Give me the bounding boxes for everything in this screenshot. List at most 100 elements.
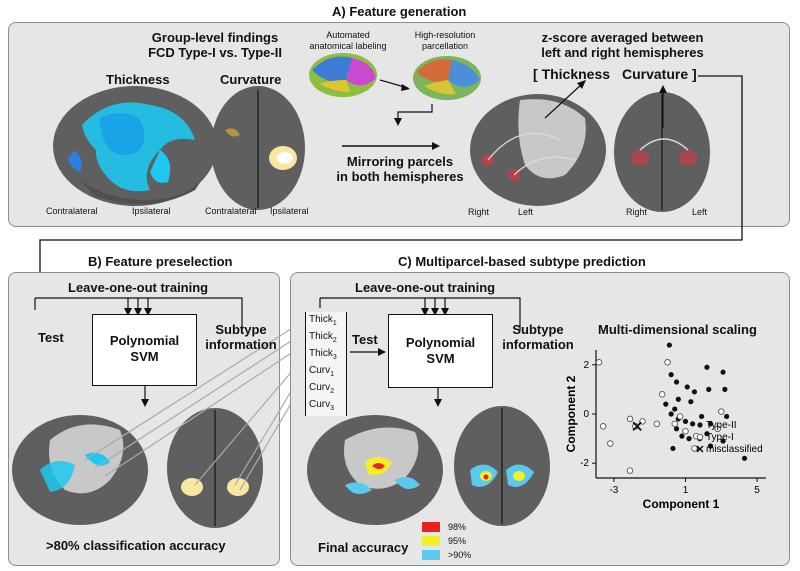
y-tick-label: -2 — [580, 458, 589, 469]
brain-final-lateral — [307, 415, 443, 525]
legend-entry: Type-I — [706, 432, 734, 443]
mirroring-label: Mirroring parcels in both hemispheres — [330, 154, 470, 184]
left-label-1: Left — [518, 207, 534, 217]
ipsilateral-label-2: Ipsilateral — [270, 206, 309, 216]
data-point-type-i — [607, 440, 614, 447]
feature-item: Thick3 — [309, 348, 337, 361]
legend-label-90: >90% — [448, 550, 472, 560]
final-accuracy-label: Final accuracy — [318, 540, 409, 555]
data-point-type-ii — [686, 436, 692, 442]
svm-c-line1: Polynomial — [405, 335, 476, 350]
bracket-thickness-label: [ Thickness — [533, 66, 611, 82]
y-axis-label: Component 2 — [564, 375, 578, 452]
right-label-1: Right — [468, 207, 490, 217]
test-label-c: Test — [352, 332, 378, 347]
data-point-type-ii — [704, 364, 710, 370]
feature-item: Curv3 — [309, 399, 335, 412]
data-point-type-ii — [706, 386, 712, 392]
svm-b-line1: Polynomial — [109, 333, 180, 348]
data-point-type-ii — [673, 426, 680, 432]
group-findings-line2: FCD Type-I vs. Type-II — [148, 45, 282, 60]
data-point-type-i — [664, 359, 671, 366]
legend-marker-type-ii — [697, 422, 703, 428]
svm-c-line2: SVM — [426, 351, 455, 366]
data-point-type-ii — [684, 384, 690, 390]
data-point-type-ii — [707, 443, 714, 449]
legend-entry: Type-II — [706, 420, 737, 431]
subtype-info-c: Subtype information — [500, 322, 576, 352]
y-tick-label: 0 — [583, 409, 589, 420]
data-point-type-i — [682, 427, 689, 435]
subtype-b-line2: information — [205, 337, 277, 352]
mirroring-line1: Mirroring parcels — [346, 154, 454, 169]
data-point-type-i — [658, 391, 666, 398]
x-tick-label: -3 — [609, 485, 618, 496]
auto-labeling-label: Automated anatomical labeling — [298, 30, 398, 52]
subtype-info-b: Subtype information — [203, 322, 279, 352]
auto-labeling-line1: Automated — [326, 30, 370, 40]
legend-marker-type-i — [696, 433, 704, 441]
legend-label-95: 95% — [448, 536, 467, 546]
data-point-type-ii — [691, 389, 698, 395]
subtype-b-line1: Subtype — [215, 322, 267, 337]
hires-line2: parcellation — [421, 41, 469, 51]
loo-training-label-c: Leave-one-out training — [355, 280, 496, 295]
data-point-type-ii — [741, 455, 748, 461]
classification-accuracy-label: >80% classification accuracy — [46, 538, 226, 553]
legend-entry: misclassified — [706, 444, 763, 455]
brain-hires-parcellation — [413, 56, 481, 100]
mirroring-line2: in both hemispheres — [336, 169, 464, 184]
data-point-type-ii — [707, 421, 714, 427]
brain-mirrored-lateral — [470, 94, 606, 206]
svm-b-line2: SVM — [130, 349, 159, 364]
data-point-type-ii — [673, 379, 680, 385]
right-label-2: Right — [626, 207, 648, 217]
section-b-title: B) Feature preselection — [88, 254, 233, 269]
brain-atlas-labeling — [309, 53, 377, 97]
svm-box-c: Polynomial SVM — [388, 314, 493, 388]
auto-labeling-line2: anatomical labeling — [309, 41, 387, 51]
data-point-type-ii — [675, 396, 681, 402]
data-point-type-ii — [720, 438, 726, 444]
legend-marker-misclassified — [696, 445, 704, 453]
data-point-type-i — [676, 413, 684, 420]
subtype-c-line1: Subtype — [512, 322, 564, 337]
test-label-b: Test — [38, 330, 64, 345]
zscore-line2: left and right hemispheres — [541, 45, 704, 60]
data-point-type-ii — [668, 372, 674, 378]
bracket-thickness-text: Thickness — [541, 66, 611, 82]
data-point-type-i — [671, 420, 678, 428]
data-point-type-ii — [682, 418, 689, 424]
subtype-c-line2: information — [502, 337, 574, 352]
brain-mirrored-posterior — [614, 92, 710, 212]
data-point-type-ii — [690, 421, 696, 427]
hires-line1: High-resolution — [414, 30, 476, 40]
data-point-type-i — [691, 445, 698, 452]
data-point-type-ii — [698, 413, 705, 420]
brain-curvature-posterior — [211, 86, 305, 210]
feature-item: Curv2 — [309, 382, 335, 395]
legend-swatch-95 — [422, 536, 440, 546]
legend-swatch-98 — [422, 522, 440, 532]
curvature-label: Curvature — [220, 72, 282, 87]
data-point-type-ii — [688, 399, 694, 405]
feature-item: Thick1 — [309, 314, 337, 327]
data-point-type-i — [714, 425, 721, 433]
data-point-type-i — [599, 423, 607, 430]
legend-label-98: 98% — [448, 522, 467, 532]
zscore-line1: z-score averaged between — [541, 30, 704, 45]
data-point-type-ii — [704, 431, 710, 437]
thickness-label: Thickness — [106, 72, 170, 87]
contralateral-label-1: Contralateral — [46, 206, 98, 216]
data-point-type-i — [626, 467, 634, 474]
ipsilateral-label-1: Ipsilateral — [132, 206, 171, 216]
data-point-type-ii — [672, 406, 678, 412]
loo-training-label-b: Leave-one-out training — [68, 280, 209, 295]
legend-swatch-90 — [422, 550, 440, 560]
x-tick-label: 1 — [683, 485, 689, 496]
y-tick-label: 2 — [583, 360, 589, 371]
hires-parcellation-label: High-resolution parcellation — [400, 30, 490, 52]
